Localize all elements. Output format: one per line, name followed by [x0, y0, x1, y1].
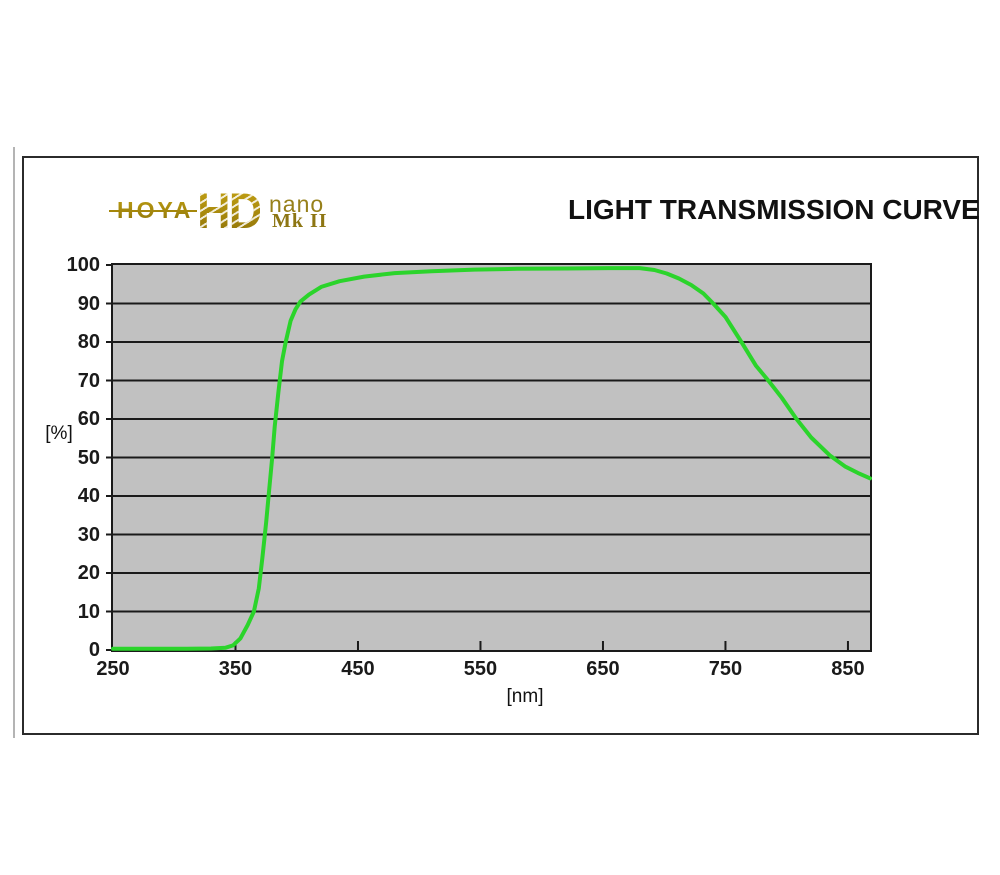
nano-label: nano — [269, 191, 325, 217]
transmission-curve — [111, 266, 872, 651]
y-axis-tick-label-70: 70 — [77, 369, 100, 392]
y-axis-tick-label-60: 60 — [77, 408, 100, 430]
mk2-label: Mk II — [272, 210, 328, 232]
hd-logo-mark: HD — [197, 182, 261, 240]
x-axis-tick-label-750: 750 — [708, 658, 743, 680]
y-axis-tick-label-80: 80 — [77, 331, 100, 353]
y-axis-tick-label-100: 100 — [66, 254, 100, 276]
y-axis-tick-label-30: 30 — [77, 523, 100, 546]
hoya-hd-logo: HOYA HD nano Mk II — [103, 182, 363, 240]
chart-plot-area — [106, 263, 872, 652]
x-axis-tick-label-550: 550 — [463, 658, 498, 680]
hoya-strikethrough-line — [109, 210, 197, 212]
x-axis-tick-label-250: 250 — [96, 658, 130, 680]
y-axis-tick-label-0: 0 — [88, 639, 100, 661]
hoya-wordmark: HOYA — [117, 197, 194, 223]
y-axis-tick-label-40: 40 — [77, 485, 100, 507]
y-axis-tick-label-10: 10 — [77, 600, 100, 623]
y-axis-tick-label-20: 20 — [77, 562, 100, 584]
y-axis-tick-label-50: 50 — [77, 446, 100, 469]
left-edge-artifact-line — [13, 147, 15, 738]
x-axis-tick-label-450: 450 — [341, 658, 375, 680]
x-axis-tick-label-350: 350 — [218, 658, 253, 680]
transmission-curve-svg — [106, 264, 872, 651]
page-title: LIGHT TRANSMISSION CURVE — [568, 194, 980, 225]
y-axis-unit-label: [%] — [45, 423, 73, 444]
y-axis-tick-label-90: 90 — [77, 292, 100, 315]
x-axis-tick-label-650: 650 — [586, 658, 620, 680]
x-axis-unit-label: [nm] — [506, 686, 544, 707]
x-axis-tick-label-850: 850 — [831, 658, 865, 680]
